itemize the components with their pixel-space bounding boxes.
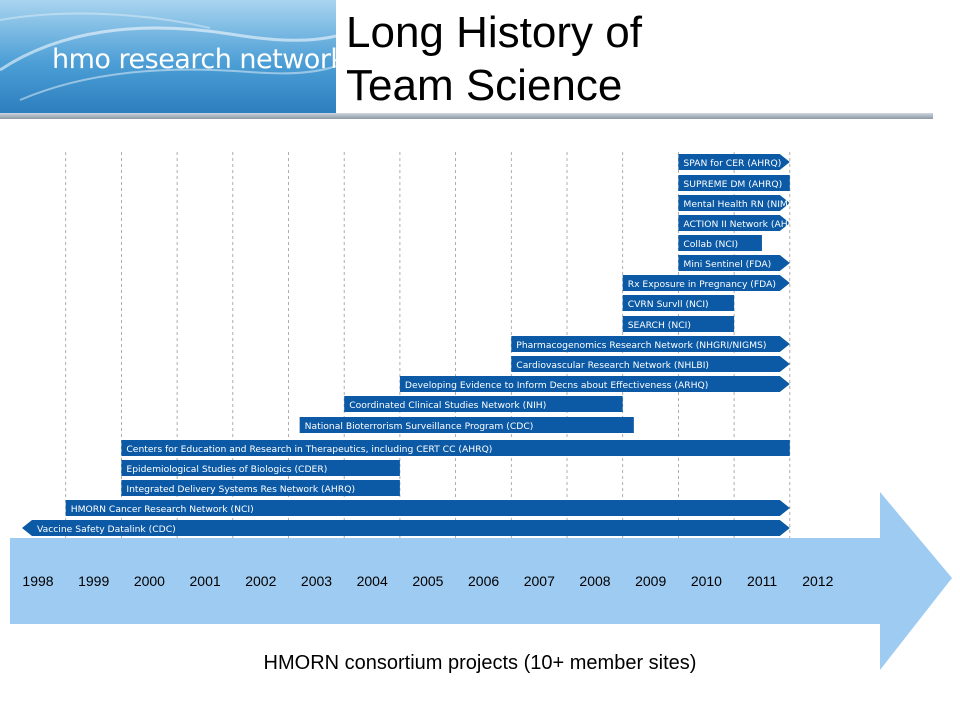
project-bar [622, 295, 735, 311]
year-label: 2007 [524, 573, 555, 589]
logo-swoosh-graphic [0, 12, 336, 101]
project-label: HMORN Cancer Research Network (NCI) [71, 504, 254, 515]
project-label: Developing Evidence to Inform Decns abou… [405, 380, 708, 391]
project-bar [678, 235, 762, 251]
project-bar [678, 195, 790, 211]
year-label: 2004 [357, 573, 388, 589]
project-bar [121, 440, 790, 456]
logo-text: hmo research network [52, 44, 336, 75]
project-label: Integrated Delivery Systems Res Network … [126, 484, 355, 495]
year-label: 2010 [691, 573, 722, 589]
project-bar [511, 336, 790, 352]
project-bar [678, 215, 790, 231]
project-bar [299, 417, 634, 433]
year-label: 2006 [468, 573, 499, 589]
timeline-arrow [10, 492, 952, 670]
project-bar [622, 275, 790, 291]
year-label: 1999 [78, 573, 109, 589]
logo-banner: hmo research network [0, 0, 336, 113]
year-label: 2012 [802, 573, 833, 589]
project-bar [65, 500, 790, 516]
project-bar [622, 316, 735, 332]
project-bar [678, 154, 790, 170]
project-bar [121, 480, 400, 496]
project-label: ACTION II Network (AHRQ) [683, 219, 804, 230]
project-label: Collab (NCI) [683, 239, 738, 250]
project-label: Epidemiological Studies of Biologics (CD… [126, 464, 327, 475]
project-bar [22, 520, 790, 536]
page-title: Long History of Team Science [346, 6, 946, 112]
project-label: Centers for Education and Research in Th… [126, 444, 492, 455]
project-label: Pharmacogenomics Research Network (NHGRI… [516, 340, 766, 351]
project-label: SEARCH (NCI) [628, 320, 691, 331]
project-bar [678, 175, 790, 191]
year-label: 2000 [134, 573, 165, 589]
project-bar [399, 376, 790, 392]
project-label: Coordinated Clinical Studies Network (NI… [349, 400, 546, 411]
year-label: 1998 [22, 573, 53, 589]
project-label: Cardiovascular Research Network (NHLBI) [516, 360, 709, 371]
project-bar [678, 255, 790, 271]
project-bar [511, 356, 790, 372]
year-label: 2005 [412, 573, 443, 589]
project-label: Mental Health RN (NIMH) [683, 199, 798, 210]
project-label: National Bioterrorism Surveillance Progr… [305, 421, 534, 432]
year-label: 2003 [301, 573, 332, 589]
project-bar [121, 460, 400, 476]
project-label: CVRN Survll (NCI) [628, 299, 709, 310]
year-label: 2011 [747, 573, 777, 589]
year-label: 2001 [190, 573, 221, 589]
project-label: SPAN for CER (AHRQ) [683, 158, 781, 169]
year-label: 2009 [635, 573, 666, 589]
project-label: Vaccine Safety Datalink (CDC) [37, 524, 176, 535]
header-divider [0, 113, 933, 119]
project-bar [344, 396, 623, 412]
project-label: Rx Exposure in Pregnancy (FDA) [628, 279, 776, 290]
title-line-2: Team Science [346, 61, 623, 110]
project-label: SUPREME DM (AHRQ) [683, 179, 782, 190]
year-label: 2002 [245, 573, 276, 589]
title-line-1: Long History of [346, 8, 642, 57]
year-label: 2008 [579, 573, 610, 589]
chart-caption: HMORN consortium projects (10+ member si… [263, 652, 697, 674]
project-label: Mini Sentinel (FDA) [683, 259, 771, 270]
